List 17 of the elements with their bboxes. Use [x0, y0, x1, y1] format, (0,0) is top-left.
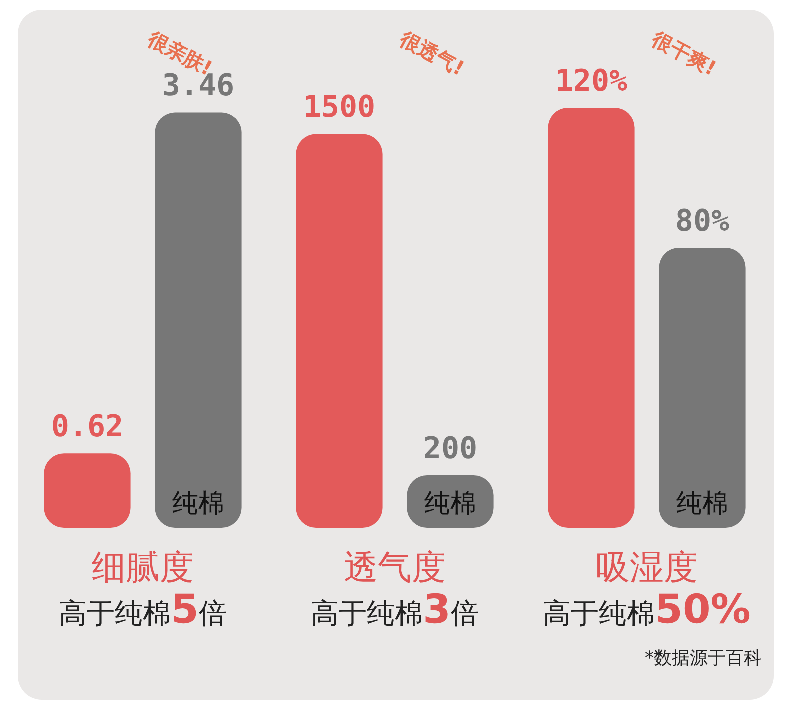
- text: 很透气!: [395, 26, 470, 82]
- text: 高于纯棉50%: [543, 587, 751, 633]
- data-label: 1500: [303, 90, 376, 126]
- text: *数据源于百科: [644, 647, 762, 670]
- text: 高于纯棉5倍: [59, 587, 227, 633]
- x-tick-label: 纯棉: [676, 488, 728, 519]
- text: 透气度: [343, 548, 447, 588]
- text: 很干爽!: [647, 26, 722, 82]
- text: 细腻度: [91, 548, 195, 588]
- text: 吸湿度: [595, 548, 699, 588]
- x-tick-label: 纯棉: [172, 488, 224, 519]
- data-label: 80%: [675, 204, 730, 239]
- data-label: 200: [423, 431, 478, 466]
- text: 高于纯棉3倍: [311, 587, 479, 633]
- x-tick-label: 纯棉: [424, 488, 476, 519]
- data-label: 0.62: [51, 409, 124, 444]
- data-label: 120%: [555, 64, 628, 99]
